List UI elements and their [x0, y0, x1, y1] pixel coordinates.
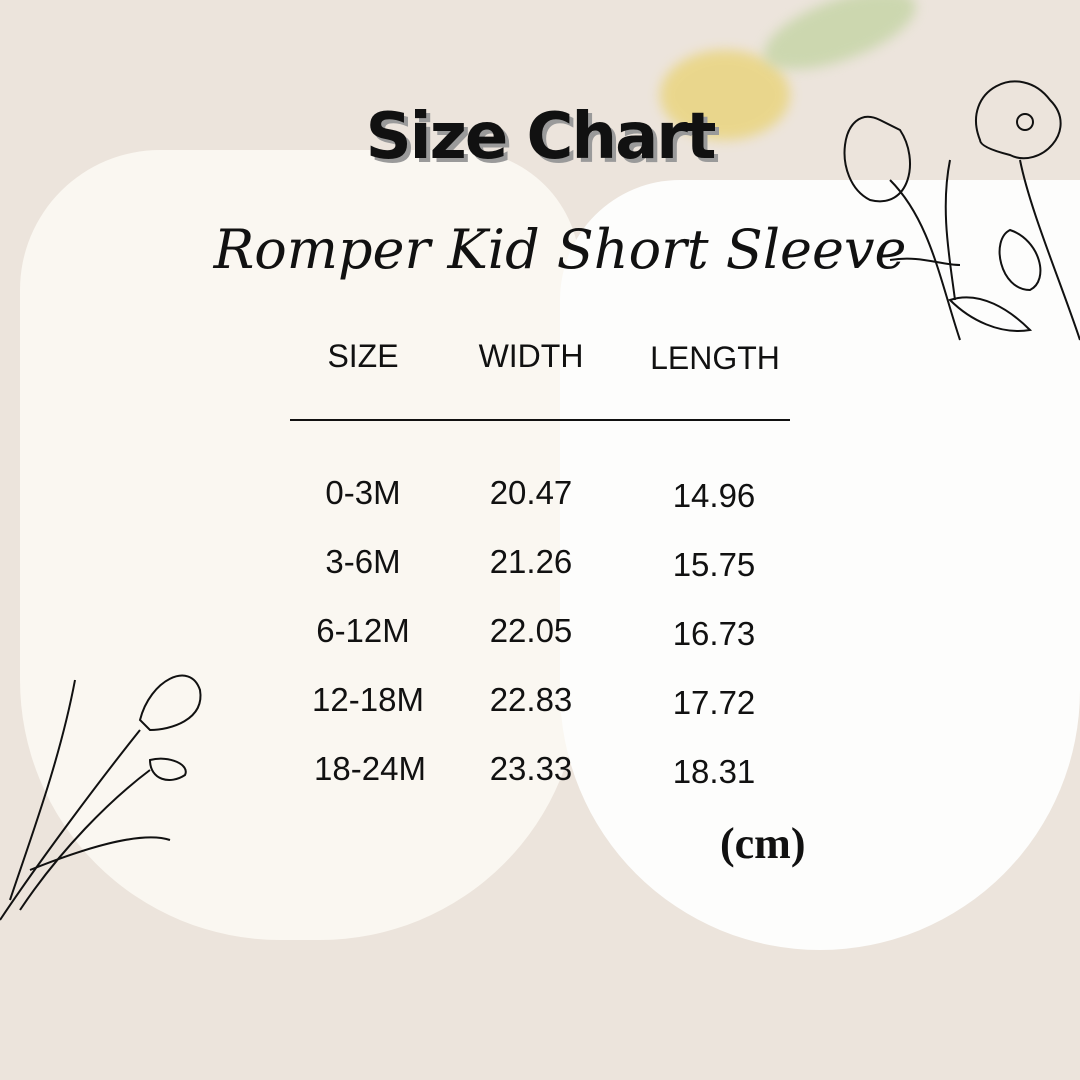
page-title: Size Chart: [365, 100, 717, 174]
width-cell: 22.05: [489, 612, 573, 649]
width-cell: 21.26: [489, 543, 573, 580]
flower-image: [660, 50, 790, 140]
width-cell: 20.47: [489, 474, 573, 511]
header-size: SIZE: [327, 338, 399, 374]
romper-image-right: [560, 180, 1080, 950]
header-width: WIDTH: [478, 338, 584, 374]
size-cell: 6-12M: [316, 612, 410, 649]
floral-line-art-top-right: [843, 80, 1080, 341]
size-cell: 12-18M: [312, 681, 424, 718]
size-cell: 3-6M: [325, 543, 401, 580]
length-cell: 17.72: [672, 684, 756, 721]
header-length: LENGTH: [650, 340, 780, 376]
floral-line-art-bottom-left: [0, 674, 202, 921]
length-cell: 16.73: [672, 615, 756, 652]
unit-label: (cm): [720, 819, 806, 868]
page-subtitle: Romper Kid Short Sleeve: [213, 218, 907, 281]
length-cell: 15.75: [672, 546, 756, 583]
length-cell: 14.96: [672, 477, 756, 514]
romper-image-left: [20, 150, 580, 940]
size-cell: 0-3M: [325, 474, 401, 511]
size-cell: 18-24M: [314, 750, 426, 787]
length-cell: 18.31: [672, 753, 756, 790]
width-cell: 22.83: [489, 681, 573, 718]
width-cell: 23.33: [489, 750, 573, 787]
header-divider: [290, 419, 790, 421]
